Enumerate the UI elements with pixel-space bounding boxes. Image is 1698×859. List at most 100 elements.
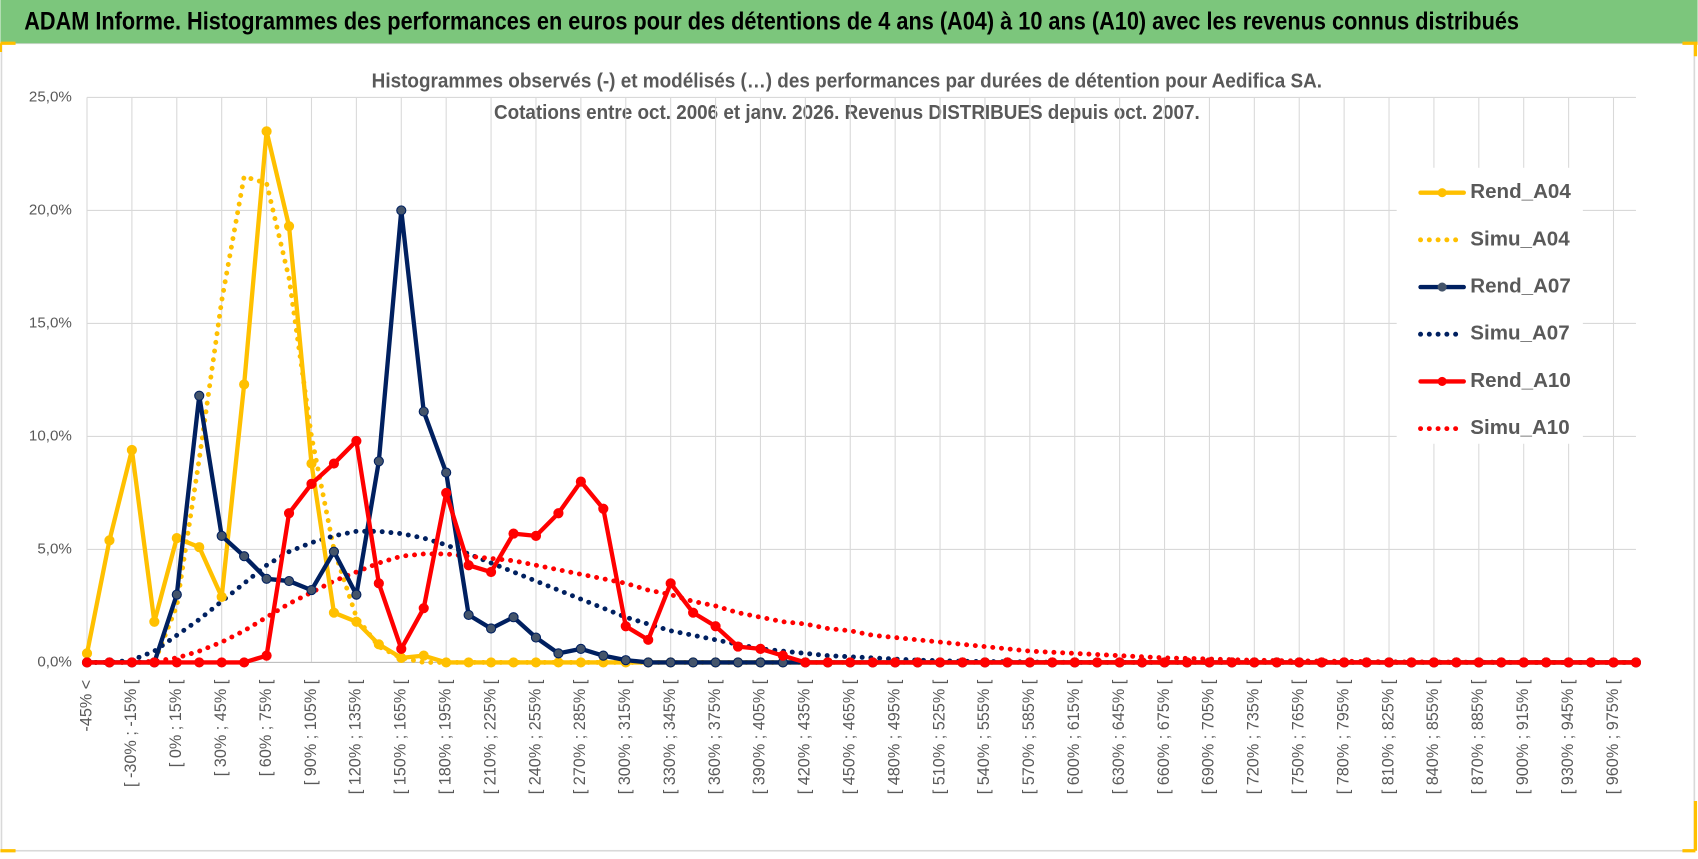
series-marker	[104, 535, 115, 546]
series-marker	[643, 634, 654, 645]
series-marker	[283, 221, 295, 232]
series-marker	[149, 657, 160, 668]
series-marker	[530, 530, 542, 541]
series-marker	[418, 650, 429, 661]
series-marker	[800, 657, 811, 668]
series-marker	[418, 603, 429, 614]
series-marker	[777, 650, 788, 661]
series-marker	[1226, 657, 1237, 668]
series-marker	[485, 623, 497, 634]
series-marker	[328, 458, 340, 469]
x-tick-label: [ 540% ; 555% [	[975, 679, 993, 794]
x-tick-label: [ 840% ; 855% [	[1424, 679, 1442, 794]
series-marker	[598, 503, 609, 514]
legend-marker	[1437, 188, 1447, 198]
series-marker	[1496, 657, 1507, 668]
series-marker	[1002, 657, 1013, 668]
series-marker	[755, 657, 766, 668]
series-marker	[216, 530, 227, 541]
series-marker	[553, 648, 564, 659]
series-marker	[867, 657, 878, 668]
series-marker	[665, 657, 676, 668]
x-tick-label: [ 600% ; 615% [	[1065, 679, 1083, 794]
x-tick-label: [ 150% ; 165% [	[392, 679, 410, 794]
series-marker	[1137, 657, 1148, 668]
x-tick-label: [ 390% ; 405% [	[751, 679, 769, 794]
series-marker	[575, 657, 586, 668]
series-marker	[194, 542, 205, 553]
x-tick-label: [ 720% ; 735% [	[1245, 679, 1263, 794]
series-marker	[1047, 657, 1058, 668]
x-tick-label: [ 480% ; 495% [	[885, 679, 903, 794]
series-marker	[822, 657, 833, 668]
series-marker	[396, 643, 407, 654]
chart-title: Histogrammes observés (-) et modélisés (…	[372, 70, 1322, 93]
series-marker	[194, 657, 205, 668]
series-marker	[710, 621, 721, 632]
x-tick-label: [ 810% ; 825% [	[1379, 679, 1397, 794]
x-tick-label: [ 780% ; 795% [	[1334, 679, 1352, 794]
series-marker	[530, 657, 542, 668]
series-marker	[1563, 657, 1574, 668]
x-tick-label: [ 60% ; 75% [	[257, 679, 275, 776]
legend-label: Simu_A07	[1470, 322, 1569, 345]
series-marker	[688, 607, 699, 618]
series-marker	[1541, 657, 1552, 668]
y-tick-label: 0,0%	[37, 653, 72, 670]
series-marker	[575, 476, 586, 487]
series-marker	[620, 655, 631, 666]
x-tick-label: [ 960% ; 975% [	[1604, 679, 1622, 794]
series-marker	[81, 648, 93, 659]
series-marker	[463, 657, 474, 668]
series-marker	[1294, 657, 1305, 668]
series-marker	[508, 657, 519, 668]
series-marker	[485, 566, 497, 578]
legend-box	[1396, 167, 1583, 444]
legend-label: Simu_A10	[1470, 416, 1569, 439]
series-marker	[1159, 657, 1170, 668]
series-marker	[418, 406, 429, 417]
y-tick-label: 5,0%	[37, 540, 72, 557]
y-tick-label: 25,0%	[29, 88, 72, 105]
x-tick-label: [ 570% ; 585% [	[1020, 679, 1038, 794]
x-tick-label: -45% <	[77, 680, 95, 732]
series-marker	[1204, 657, 1215, 668]
series-marker	[441, 657, 452, 668]
series-marker	[373, 578, 384, 589]
series-marker	[328, 607, 340, 618]
series-marker	[373, 456, 384, 467]
series-marker	[1473, 657, 1484, 668]
series-marker	[508, 612, 519, 623]
series-marker	[1518, 657, 1529, 668]
x-tick-label: [ 360% ; 375% [	[706, 679, 724, 794]
y-tick-label: 20,0%	[29, 201, 72, 218]
series-marker	[396, 652, 407, 663]
x-tick-label: [ 300% ; 315% [	[616, 679, 634, 794]
legend: Rend_A04 Simu_A04 Rend_A07 Simu_A07 Rend_A10…	[1396, 167, 1583, 444]
chart-subtitle: Cotations entre oct. 2006 et janv. 2026.…	[494, 101, 1200, 124]
series-marker	[239, 551, 250, 562]
legend-marker	[1437, 376, 1447, 386]
series-marker	[306, 458, 317, 469]
series-marker	[126, 444, 137, 456]
legend-marker	[1437, 282, 1447, 292]
series-marker	[261, 126, 272, 137]
series-marker	[979, 657, 991, 668]
series-marker	[239, 657, 250, 668]
series-marker	[351, 435, 362, 447]
series-marker	[934, 657, 946, 668]
series-marker	[351, 616, 362, 627]
series-marker	[1608, 657, 1619, 668]
series-marker	[1069, 657, 1080, 668]
series-marker	[306, 478, 317, 489]
series-marker	[171, 533, 182, 544]
series-marker	[508, 528, 519, 539]
series-marker	[306, 585, 317, 596]
series-marker	[1585, 657, 1597, 668]
legend-label: Rend_A04	[1470, 180, 1571, 203]
x-tick-label: [ 180% ; 195% [	[436, 679, 454, 794]
x-tick-label: [ 900% ; 915% [	[1514, 679, 1532, 794]
series-marker	[665, 578, 676, 589]
series-marker	[463, 609, 474, 621]
